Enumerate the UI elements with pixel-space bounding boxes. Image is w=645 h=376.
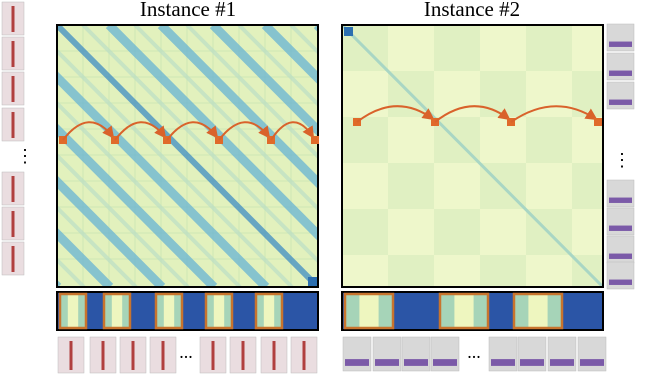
mat — [550, 359, 574, 366]
diagonal-stripe — [237, 25, 318, 108]
diagonal-stripe — [342, 25, 603, 287]
panel-title: Instance #2 — [424, 0, 520, 21]
block — [342, 209, 388, 255]
block — [526, 117, 572, 163]
thumbnails — [1, 1, 635, 374]
mat — [609, 197, 632, 203]
mat — [609, 279, 632, 285]
band-core — [528, 294, 548, 328]
diagonal-stripe — [261, 25, 318, 85]
diagonal-stripe — [81, 25, 318, 264]
mat — [609, 225, 632, 231]
highlight — [512, 292, 564, 330]
mat — [609, 99, 632, 105]
arrow — [218, 121, 271, 141]
mat — [345, 359, 369, 366]
arrow — [62, 121, 115, 141]
thumbnail — [606, 261, 635, 290]
matrix-pattern — [342, 25, 603, 287]
block — [388, 255, 434, 287]
corner-cell — [308, 277, 317, 286]
diagonal-stripe — [57, 227, 114, 287]
anchor-point — [311, 136, 319, 144]
corner-cell — [344, 27, 353, 36]
strip-bands — [343, 292, 564, 330]
diagonal-stripe — [209, 25, 318, 137]
diagonal-stripe — [105, 25, 318, 242]
mat — [520, 359, 544, 366]
mat — [580, 359, 604, 366]
block — [388, 163, 434, 209]
arrows — [59, 105, 602, 144]
strip-bands — [58, 292, 284, 330]
mat — [404, 359, 428, 366]
mat — [433, 359, 457, 366]
block — [434, 209, 480, 255]
ellipsis: ⋮ — [16, 146, 34, 166]
diagonal-stripe — [57, 123, 218, 287]
arrow — [434, 105, 511, 123]
block — [572, 163, 603, 209]
block — [480, 71, 526, 117]
ellipsis: ⋮ — [613, 150, 631, 170]
highlight — [254, 292, 284, 330]
block — [342, 117, 388, 163]
band-core — [213, 294, 225, 328]
mat — [491, 359, 515, 366]
arrow — [356, 105, 435, 123]
mat — [609, 253, 632, 259]
matrix-frame — [56, 24, 319, 288]
panel-title: Instance #1 — [140, 0, 236, 21]
highlight — [343, 292, 395, 330]
band-core — [67, 294, 79, 328]
ellipsis: ... — [179, 342, 193, 362]
matrix-pattern — [57, 25, 318, 287]
band-core — [263, 294, 275, 328]
diagonal-stripe — [57, 70, 270, 287]
highlight — [204, 292, 234, 330]
block — [434, 25, 480, 71]
ellipsis: ... — [467, 342, 481, 362]
diagonal-stripe — [57, 100, 242, 287]
matrix-frame — [341, 24, 604, 288]
diagonal-stripe — [57, 48, 294, 287]
band-core — [163, 294, 175, 328]
highlight — [102, 292, 132, 330]
mat — [609, 70, 632, 76]
arrow — [166, 121, 219, 141]
arrow — [114, 121, 167, 141]
highlight — [438, 292, 490, 330]
diagonal-stripe — [157, 25, 318, 189]
block — [480, 255, 526, 287]
arrow — [270, 121, 315, 141]
diagonal-stripe — [57, 204, 138, 287]
anchor-point — [594, 118, 602, 126]
arrow — [510, 105, 598, 123]
block — [526, 25, 572, 71]
diagonal-stripe — [57, 25, 318, 287]
highlight — [58, 292, 88, 330]
diagonal-stripe — [133, 25, 318, 212]
diagonal-stripe — [57, 175, 166, 287]
mat — [609, 41, 632, 47]
band-core — [111, 294, 123, 328]
band-core — [359, 294, 379, 328]
highlight — [154, 292, 184, 330]
band-core — [454, 294, 474, 328]
mat — [375, 359, 399, 366]
